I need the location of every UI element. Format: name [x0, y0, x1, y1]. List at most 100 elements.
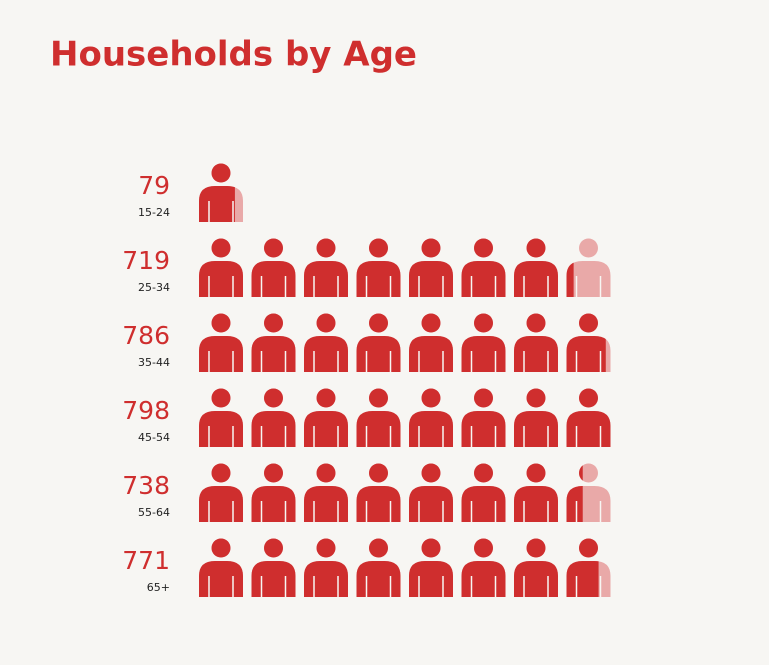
- person-icon: [461, 463, 506, 522]
- icon-body: [356, 336, 401, 372]
- person-icon: [514, 538, 558, 597]
- person-icon: [409, 388, 453, 447]
- icon-head: [264, 313, 283, 333]
- person-icon: [251, 538, 296, 597]
- category-label: 15-24: [138, 206, 170, 219]
- icon-body: [514, 411, 558, 447]
- icon-head: [316, 313, 336, 333]
- value-label: 771: [122, 546, 170, 575]
- icon-head: [264, 238, 283, 258]
- icon-body: [566, 486, 583, 522]
- icon-head: [474, 538, 493, 558]
- icon-body: [356, 561, 401, 597]
- icon-head: [211, 388, 231, 408]
- person-icon: [251, 463, 296, 522]
- person-icon: [461, 538, 506, 597]
- icon-head: [316, 463, 336, 483]
- person-icon: [304, 388, 348, 447]
- person-icon: [251, 238, 296, 297]
- icon-body: [514, 336, 558, 372]
- person-icon: [409, 313, 453, 372]
- person-icon: [409, 463, 453, 522]
- icon-head: [369, 388, 388, 408]
- icon-body: [409, 336, 453, 372]
- icon-head: [421, 238, 441, 258]
- person-icon: [566, 262, 574, 297]
- icon-head: [526, 238, 546, 258]
- icon-body: [514, 261, 558, 297]
- icon-head: [579, 388, 598, 408]
- icon-body: [514, 561, 558, 597]
- filled-icons: [199, 388, 611, 447]
- icon-body: [304, 336, 348, 372]
- icon-head: [474, 388, 493, 408]
- person-icon: [356, 238, 401, 297]
- person-icon: [566, 465, 583, 522]
- icon-body: [566, 561, 599, 597]
- icon-body: [409, 486, 453, 522]
- icon-body: [409, 561, 453, 597]
- filled-icons: [199, 463, 583, 522]
- icon-head: [421, 538, 441, 558]
- icon-body: [566, 411, 611, 447]
- icon-body: [461, 486, 506, 522]
- icon-head: [579, 238, 598, 258]
- person-icon: [199, 163, 235, 222]
- category-label: 65+: [147, 581, 170, 594]
- icon-body: [199, 336, 243, 372]
- icon-body: [461, 261, 506, 297]
- person-icon: [566, 238, 611, 297]
- filled-icons: [199, 163, 235, 222]
- icon-body: [251, 336, 296, 372]
- icon-body: [199, 486, 243, 522]
- person-icon: [199, 463, 243, 522]
- icon-head: [316, 238, 336, 258]
- icon-head: [526, 313, 546, 333]
- icon-body: [356, 411, 401, 447]
- filled-icons: [199, 238, 574, 297]
- category-label: 25-34: [138, 281, 170, 294]
- icon-body: [566, 262, 574, 297]
- person-icon: [199, 238, 243, 297]
- icon-head: [526, 538, 546, 558]
- icon-body: [409, 411, 453, 447]
- person-icon: [409, 238, 453, 297]
- person-icon: [356, 463, 401, 522]
- icon-body: [461, 336, 506, 372]
- icon-head: [211, 538, 231, 558]
- icon-head: [369, 238, 388, 258]
- person-icon: [304, 238, 348, 297]
- icon-head: [369, 538, 388, 558]
- value-label: 798: [122, 396, 170, 425]
- category-label: 45-54: [138, 431, 170, 444]
- category-label: 55-64: [138, 506, 170, 519]
- person-icon: [199, 388, 243, 447]
- icon-head: [526, 388, 546, 408]
- icon-head: [421, 313, 441, 333]
- icon-head: [264, 538, 283, 558]
- icon-body: [304, 261, 348, 297]
- icon-head: [211, 238, 231, 258]
- value-label: 79: [138, 171, 170, 200]
- icon-head: [421, 388, 441, 408]
- icon-body: [461, 561, 506, 597]
- icon-body: [251, 561, 296, 597]
- icon-body: [251, 261, 296, 297]
- person-icon: [356, 538, 401, 597]
- icon-head: [264, 463, 283, 483]
- icon-body: [304, 561, 348, 597]
- person-icon: [461, 313, 506, 372]
- icon-body: [199, 261, 243, 297]
- person-icon: [356, 388, 401, 447]
- icon-body: [461, 411, 506, 447]
- person-icon: [461, 238, 506, 297]
- icon-head: [526, 463, 546, 483]
- icon-body: [199, 186, 235, 222]
- icon-body: [409, 261, 453, 297]
- value-label: 719: [122, 246, 170, 275]
- icon-head: [264, 388, 283, 408]
- person-icon: [461, 388, 506, 447]
- icon-head: [474, 313, 493, 333]
- icon-head: [211, 313, 231, 333]
